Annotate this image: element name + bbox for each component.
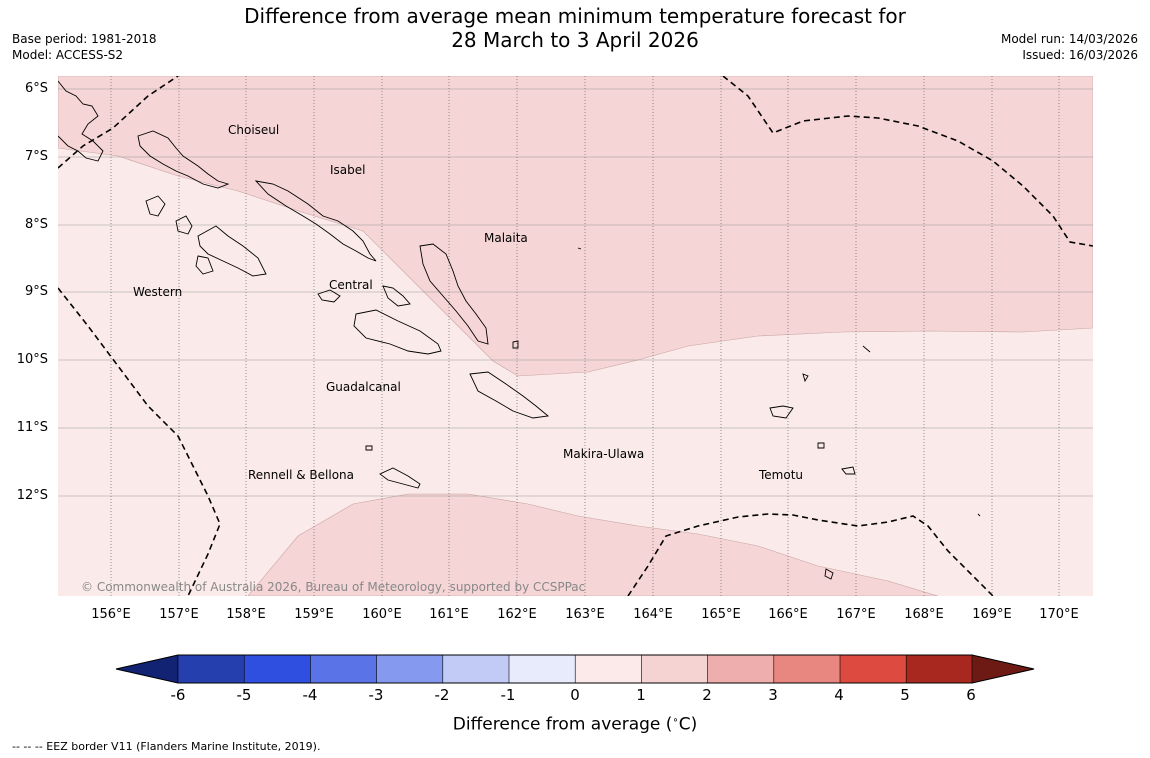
colorbar-tick: 6 xyxy=(966,686,976,704)
lat-label: 10°S xyxy=(16,352,48,367)
colorbar-tick: 3 xyxy=(768,686,778,704)
model-text: Model: ACCESS-S2 xyxy=(12,48,124,62)
colorbar-frame xyxy=(115,654,1035,684)
map-svg: Choiseul Isabel Malaita Western Central … xyxy=(58,76,1093,596)
colorbar-tick: -6 xyxy=(170,686,186,704)
guadalcanal-island xyxy=(353,309,442,355)
lon-label: 163°E xyxy=(565,607,605,622)
colorbar-tick: -4 xyxy=(302,686,318,704)
colorbar-swatch xyxy=(839,654,907,684)
anomaly-region-1-2-south xyxy=(247,493,939,596)
colorbar-tick: 5 xyxy=(900,686,910,704)
colorbar-swatch xyxy=(971,654,1035,684)
lon-label: 169°E xyxy=(972,607,1012,622)
lat-label: 8°S xyxy=(24,217,48,232)
province-label-isabel: Isabel xyxy=(330,163,365,177)
meta-left: Base period: 1981-2018 Model: ACCESS-S2 xyxy=(12,31,157,63)
province-label-makira-ulawa: Makira-Ulawa xyxy=(563,447,644,461)
colorbar-tick: -3 xyxy=(368,686,384,704)
issued-text: Issued: 16/03/2026 xyxy=(1022,48,1138,62)
rennell-island xyxy=(379,467,421,489)
colorbar-swatch xyxy=(773,654,841,684)
colorbar-swatch xyxy=(574,654,643,684)
province-label-guadalcanal: Guadalcanal xyxy=(326,380,401,394)
lon-label: 164°E xyxy=(633,607,673,622)
lat-label: 11°S xyxy=(16,420,48,435)
lon-label: 156°E xyxy=(91,607,131,622)
colorbar-tick: -5 xyxy=(236,686,252,704)
lon-label: 170°E xyxy=(1039,607,1079,622)
isabel-island xyxy=(254,180,377,262)
colorbar-swatches xyxy=(115,654,1035,684)
model-run-text: Model run: 14/03/2026 xyxy=(1000,32,1138,46)
lat-label: 7°S xyxy=(24,149,48,164)
colorbar-tick: 2 xyxy=(702,686,712,704)
lat-gridlines xyxy=(58,88,1093,497)
province-label-central: Central xyxy=(329,278,373,292)
lat-label: 6°S xyxy=(24,81,48,96)
eez-borders xyxy=(58,76,1093,596)
province-label-malaita: Malaita xyxy=(484,231,528,245)
province-label-choiseul: Choiseul xyxy=(228,123,279,137)
islands xyxy=(58,80,981,580)
colorbar-swatch xyxy=(177,654,245,684)
colorbar-swatch xyxy=(508,654,576,684)
lon-label: 166°E xyxy=(768,607,808,622)
colorbar-swatch xyxy=(376,654,444,684)
colorbar-tick: -1 xyxy=(500,686,516,704)
colorbar-label: Difference from average (∘C) xyxy=(452,714,698,735)
colorbar-tick: 0 xyxy=(570,686,580,704)
lon-label: 165°E xyxy=(701,607,741,622)
lat-label: 12°S xyxy=(16,488,48,503)
colorbar xyxy=(115,654,1035,684)
lon-label: 160°E xyxy=(362,607,402,622)
forecast-map[interactable]: Choiseul Isabel Malaita Western Central … xyxy=(58,76,1093,596)
colorbar-swatch xyxy=(442,654,510,684)
province-label-temotu: Temotu xyxy=(758,468,803,482)
lon-label: 167°E xyxy=(836,607,876,622)
makira-island xyxy=(469,371,550,419)
lon-label: 162°E xyxy=(497,607,537,622)
choiseul-island xyxy=(137,130,230,189)
chart-title-line2: 28 March to 3 April 2026 xyxy=(451,28,699,52)
malaita-island xyxy=(419,243,489,345)
colorbar-swatch xyxy=(641,654,709,684)
colorbar-swatch xyxy=(243,654,312,684)
colorbar-swatch xyxy=(310,654,378,684)
eez-footnote: -- -- -- EEZ border V11 (Flanders Marine… xyxy=(12,740,321,753)
colorbar-tick: 4 xyxy=(834,686,844,704)
lon-label: 157°E xyxy=(159,607,199,622)
copyright-text: © Commonwealth of Australia 2026, Bureau… xyxy=(81,580,585,594)
meta-right: Model run: 14/03/2026 Issued: 16/03/2026 xyxy=(1001,31,1138,63)
lon-label: 161°E xyxy=(429,607,469,622)
lon-label: 159°E xyxy=(294,607,334,622)
colorbar-swatch xyxy=(707,654,775,684)
colorbar-swatch xyxy=(905,654,974,684)
lat-label: 9°S xyxy=(24,284,48,299)
province-label-rennell-bellona: Rennell & Bellona xyxy=(248,468,354,482)
colorbar-tick: -2 xyxy=(434,686,450,704)
lon-label: 158°E xyxy=(226,607,266,622)
base-period-text: Base period: 1981-2018 xyxy=(12,32,157,46)
colorbar-swatch xyxy=(115,654,179,684)
lon-label: 168°E xyxy=(904,607,944,622)
province-labels: Choiseul Isabel Malaita Western Central … xyxy=(133,123,803,482)
new-georgia-island xyxy=(197,225,267,277)
province-label-western: Western xyxy=(133,285,182,299)
chart-title-line1: Difference from average mean minimum tem… xyxy=(244,4,906,28)
anomaly-region-1-2-north xyxy=(58,76,1093,377)
colorbar-tick: 1 xyxy=(636,686,646,704)
